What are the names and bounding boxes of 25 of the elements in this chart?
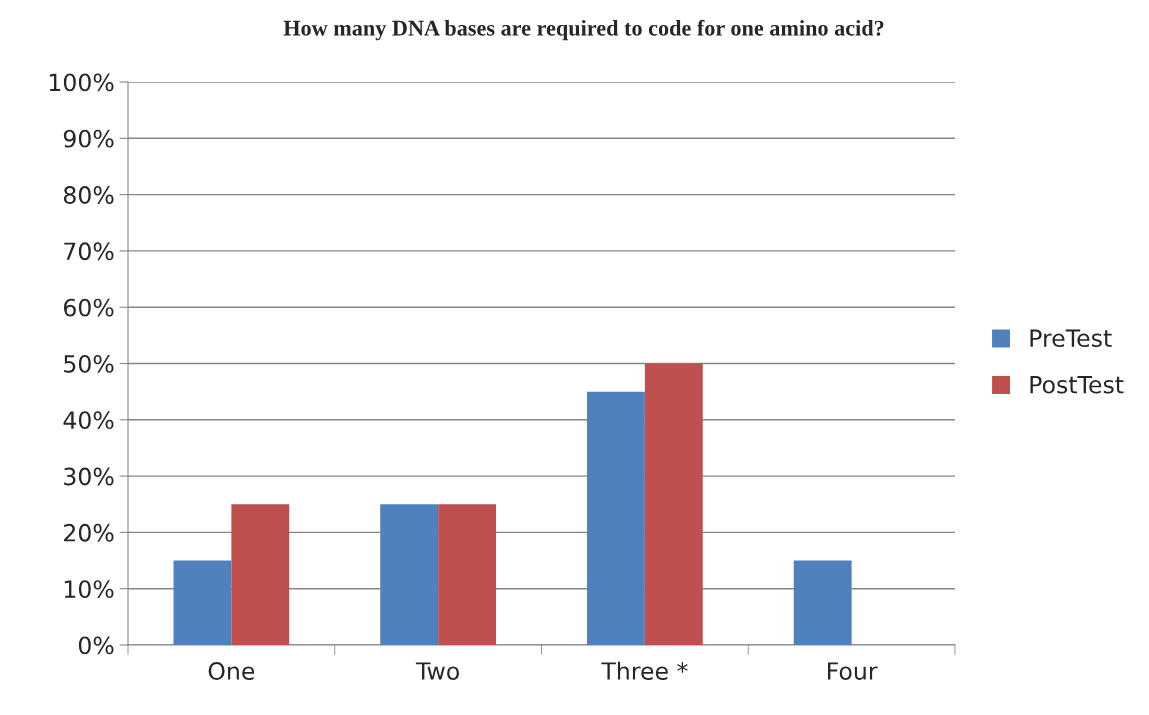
legend-label: PreTest: [1030, 329, 1112, 348]
x-tick-label: One: [208, 662, 255, 680]
bar: [586, 391, 645, 645]
x-tick-label: Two: [415, 662, 459, 680]
bar: [644, 363, 703, 645]
bar: [793, 560, 852, 645]
y-tick-label: 0%: [78, 636, 114, 655]
y-tick-label: 40%: [63, 411, 114, 430]
x-tick-label: Three *: [601, 661, 688, 680]
chart-title: How many DNA bases are required to code for one amino acid?: [283, 19, 884, 41]
y-tick-label: 50%: [64, 354, 114, 373]
bar: [380, 504, 439, 645]
legend-label: PostTest: [1030, 376, 1124, 394]
y-tick-label: 20%: [64, 523, 114, 542]
y-tick-label: 100%: [49, 73, 114, 92]
y-tick-label: 60%: [63, 298, 114, 317]
y-tick-label: 10%: [64, 580, 114, 599]
y-tick-label: 30%: [64, 467, 114, 486]
y-tick-label: 80%: [63, 186, 114, 204]
bar: [173, 560, 232, 645]
y-tick-label: 70%: [64, 242, 114, 261]
bar: [438, 504, 497, 645]
bar: [231, 504, 290, 645]
y-tick-label: 90%: [63, 129, 114, 148]
x-tick-label: Four: [828, 662, 878, 680]
